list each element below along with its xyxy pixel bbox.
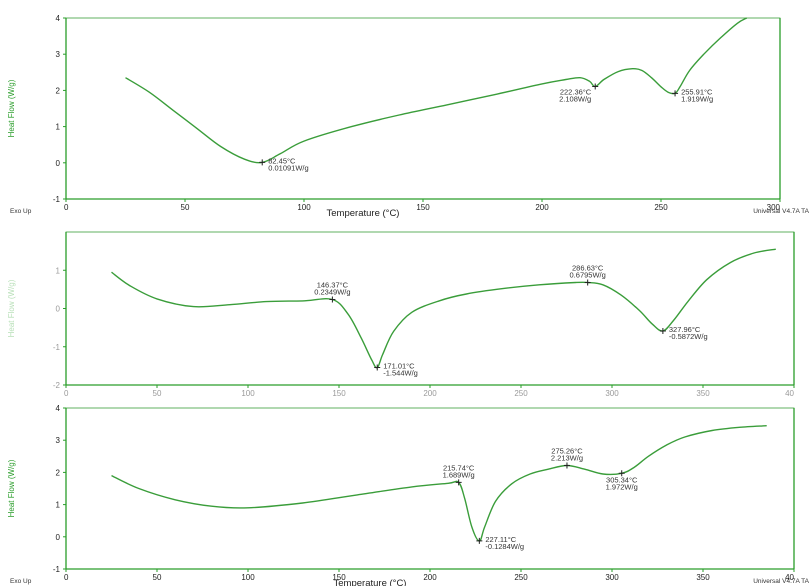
x-tick-label: 350 xyxy=(696,389,710,398)
chart-panel-2: -2 -1 0 1 0 50 100 150 200 250 300 350 40 Heat Flow (… xyxy=(7,231,795,398)
y-axis-label: Heat Flow (W/g) xyxy=(7,279,16,337)
peak-marker xyxy=(455,479,462,486)
peak-heatflow-label: 1.919W/g xyxy=(681,94,713,103)
x-tick-label: 50 xyxy=(181,203,190,212)
x-tick-label: 250 xyxy=(514,389,528,398)
y-axis-label: Heat Flow (W/g) xyxy=(7,79,16,137)
y-tick-label: -1 xyxy=(53,343,61,352)
peak-temperature-label: 286.63°C xyxy=(572,264,604,273)
peak-heatflow-label: 0.01091W/g xyxy=(268,163,308,172)
peak-temperature-label: 255.91°C xyxy=(681,87,713,96)
y-tick-label: -1 xyxy=(53,565,61,574)
y-tick-label: 1 xyxy=(56,501,61,510)
instrument-label: Universal V4.7A TA xyxy=(753,578,809,585)
peak-marker xyxy=(584,279,591,286)
y-tick-label: 0 xyxy=(56,159,61,168)
y-axis-label: Heat Flow (W/g) xyxy=(7,459,16,517)
x-tick-label: 40 xyxy=(785,389,794,398)
x-tick-label: 300 xyxy=(605,573,619,582)
plot-frame xyxy=(65,17,781,200)
peak-marker xyxy=(476,537,483,544)
heat-flow-curve xyxy=(125,17,748,164)
plot-frame xyxy=(65,231,795,386)
x-tick-label: 300 xyxy=(767,203,781,212)
peak-temperature-label: 327.96°C xyxy=(669,325,701,334)
y-tick-label: 2 xyxy=(56,468,61,477)
x-tick-label: 200 xyxy=(535,203,549,212)
x-tick-label: 100 xyxy=(241,389,255,398)
x-tick-label: 40 xyxy=(785,573,794,582)
x-tick-label: 50 xyxy=(153,573,162,582)
exo-up-label: Exo Up xyxy=(10,208,32,215)
peak-marker xyxy=(672,90,679,97)
x-tick-label: 0 xyxy=(64,573,69,582)
heat-flow-curve xyxy=(111,248,776,369)
peak-heatflow-label: 2.213W/g xyxy=(551,454,583,463)
peak-temperature-label: 275.26°C xyxy=(551,447,583,456)
peak-temperature-label: 305.34°C xyxy=(606,475,638,484)
peak-marker xyxy=(563,462,570,469)
x-tick-label: 250 xyxy=(654,203,668,212)
x-tick-label: 200 xyxy=(423,389,437,398)
exo-up-label: Exo Up xyxy=(10,578,32,585)
y-tick-label: 4 xyxy=(56,14,61,23)
x-tick-label: 250 xyxy=(514,573,528,582)
x-tick-label: 0 xyxy=(64,203,69,212)
peak-heatflow-label: 2.108W/g xyxy=(559,94,591,103)
peak-heatflow-label: -0.1284W/g xyxy=(485,542,524,551)
peak-temperature-label: 82.45°C xyxy=(268,156,296,165)
y-tick-label: 3 xyxy=(56,436,61,445)
y-tick-label: 0 xyxy=(56,305,61,314)
peak-temperature-label: 171.01°C xyxy=(383,362,415,371)
plot-frame xyxy=(65,407,795,570)
peak-temperature-label: 215.74°C xyxy=(443,463,475,472)
peak-marker xyxy=(618,470,625,477)
peak-marker xyxy=(259,159,266,166)
peak-heatflow-label: -1.544W/g xyxy=(383,369,418,378)
y-tick-label: 2 xyxy=(56,86,61,95)
instrument-label: Universal V4.7A TA xyxy=(753,208,809,215)
x-tick-label: 100 xyxy=(241,573,255,582)
peak-temperature-label: 146.37°C xyxy=(317,281,349,290)
x-tick-label: 50 xyxy=(153,389,162,398)
x-tick-label: 150 xyxy=(332,389,346,398)
y-tick-label: 3 xyxy=(56,50,61,59)
x-tick-label: 0 xyxy=(64,389,69,398)
y-tick-label: 1 xyxy=(56,266,61,275)
x-tick-label: 100 xyxy=(297,203,311,212)
x-tick-label: 350 xyxy=(696,573,710,582)
y-tick-label: 0 xyxy=(56,533,61,542)
y-tick-label: -2 xyxy=(53,381,61,390)
peak-heatflow-label: 1.689W/g xyxy=(443,470,475,479)
heat-flow-curve xyxy=(111,425,767,542)
peak-heatflow-label: 0.2349W/g xyxy=(314,288,350,297)
y-tick-label: -1 xyxy=(53,195,61,204)
x-tick-label: 300 xyxy=(605,389,619,398)
peak-temperature-label: 227.11°C xyxy=(485,535,516,544)
peak-marker xyxy=(659,327,666,334)
peak-heatflow-label: 0.6795W/g xyxy=(570,271,606,280)
x-axis-label: Temperature (°C) xyxy=(334,578,407,586)
peak-heatflow-label: -0.5872W/g xyxy=(669,332,708,341)
peak-heatflow-label: 1.972W/g xyxy=(606,482,638,491)
y-tick-label: 1 xyxy=(56,123,61,132)
x-tick-label: 150 xyxy=(416,203,430,212)
y-tick-label: 4 xyxy=(56,404,61,413)
peak-marker xyxy=(329,296,336,303)
peak-marker xyxy=(374,364,381,371)
peak-marker xyxy=(592,83,599,90)
peak-temperature-label: 222.36°C xyxy=(560,87,592,96)
x-tick-label: 200 xyxy=(423,573,437,582)
x-tick-label: 150 xyxy=(332,573,346,582)
x-axis-label: Temperature (°C) xyxy=(327,208,400,219)
